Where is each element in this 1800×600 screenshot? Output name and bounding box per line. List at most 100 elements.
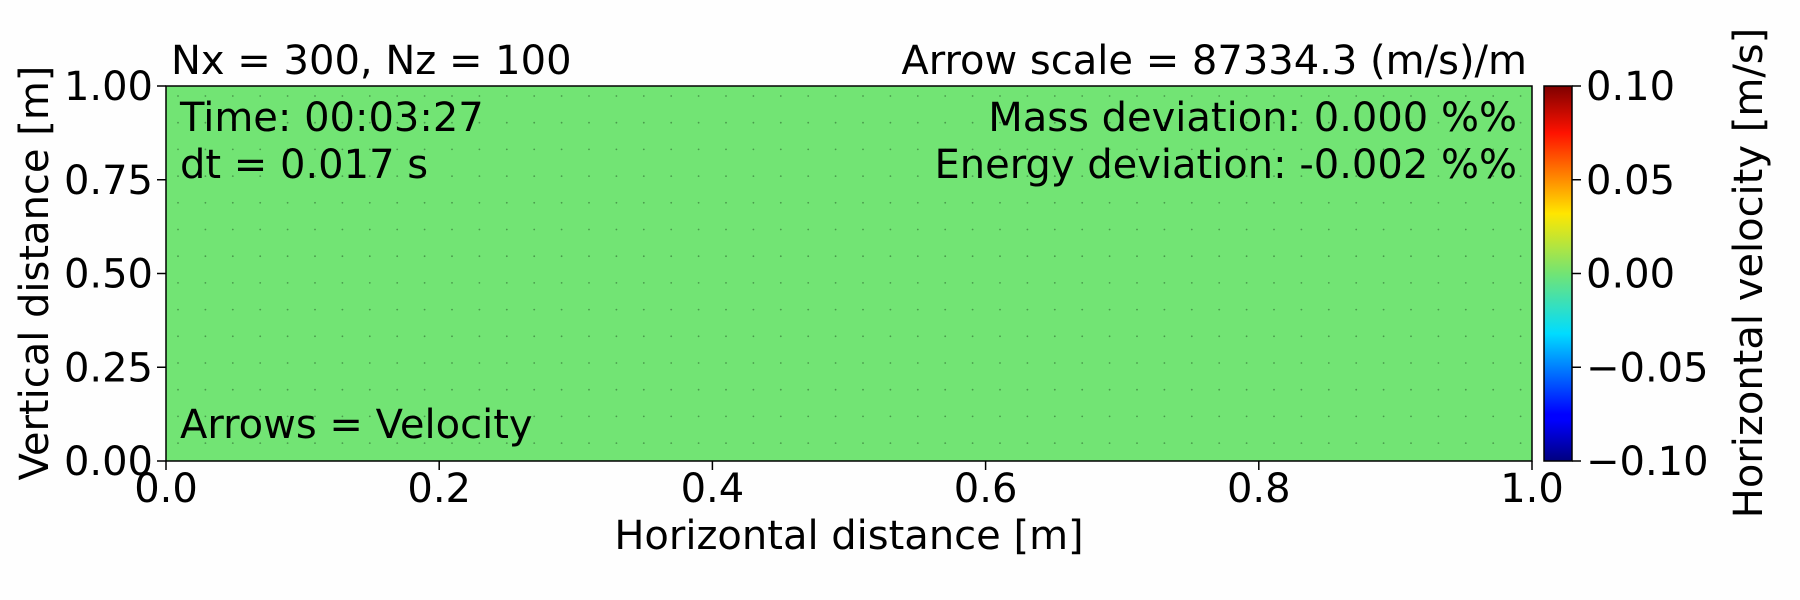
arrow-dot	[1218, 388, 1221, 391]
arrow-dot	[1245, 335, 1248, 338]
arrow-dot	[533, 255, 536, 258]
arrow-dot	[1053, 175, 1056, 178]
arrow-dot	[1245, 95, 1248, 97]
arrow-dot	[1273, 388, 1275, 391]
arrow-dot	[1053, 121, 1056, 124]
x-tick-label: 0.8	[1227, 466, 1291, 512]
arrow-dot	[231, 362, 234, 364]
arrow-dot	[451, 148, 453, 151]
arrow-dot	[1190, 148, 1193, 151]
arrow-dot	[1327, 148, 1330, 151]
arrow-dot	[451, 442, 453, 444]
arrow-dot	[231, 201, 234, 204]
arrow-dot	[615, 255, 618, 258]
arrow-dot	[642, 95, 645, 97]
arrow-dot	[944, 335, 947, 338]
arrow-dot	[1519, 362, 1522, 364]
arrow-dot	[1190, 175, 1193, 178]
arrow-dot	[862, 148, 864, 151]
arrow-dot	[1026, 282, 1029, 284]
arrow-dot	[1355, 175, 1358, 178]
arrow-dot	[944, 415, 947, 418]
arrow-dot	[1410, 388, 1412, 391]
arrow-dot	[834, 121, 837, 124]
y-tick-label: 1.00	[64, 64, 153, 110]
arrow-dot	[286, 415, 289, 418]
arrow-dot	[1355, 201, 1358, 204]
arrow-dot	[505, 415, 508, 418]
arrow-dot	[615, 201, 618, 204]
arrow-dot	[725, 121, 727, 124]
colorbar-label: Horizontal velocity [m/s]	[1726, 28, 1772, 519]
arrow-dot	[1464, 255, 1467, 258]
arrow-dot	[971, 201, 974, 204]
arrow-dot	[478, 415, 481, 418]
arrow-dot	[1519, 388, 1522, 391]
arrow-dot	[451, 201, 453, 204]
arrow-dot	[1108, 175, 1111, 178]
arrow-dot	[1108, 335, 1111, 338]
arrow-dot	[1300, 335, 1303, 338]
arrow-dot	[1327, 175, 1330, 178]
arrow-dot	[1163, 95, 1166, 97]
arrow-dot	[505, 442, 508, 444]
arrow-dot	[1437, 201, 1440, 204]
arrow-dot	[642, 415, 645, 418]
arrow-dot	[423, 442, 426, 444]
arrow-dot	[916, 388, 919, 391]
arrow-dot	[177, 95, 179, 97]
arrow-dot	[1410, 282, 1412, 284]
arrow-dot	[451, 255, 453, 258]
arrow-dot	[423, 175, 426, 178]
arrow-dot	[916, 282, 919, 284]
arrow-dot	[615, 442, 618, 444]
arrow-dot	[368, 362, 371, 364]
arrow-dot	[889, 388, 892, 391]
arrow-dot	[1136, 228, 1138, 231]
arrow-dot	[368, 201, 371, 204]
arrow-dot	[533, 95, 536, 97]
arrow-dot	[999, 282, 1001, 284]
arrow-dot	[314, 282, 316, 284]
arrow-dot	[1492, 121, 1495, 124]
arrow-dot	[1190, 415, 1193, 418]
arrow-dot	[615, 95, 618, 97]
arrow-dot	[286, 388, 289, 391]
arrow-dot	[971, 255, 974, 258]
arrow-dot	[1026, 255, 1029, 258]
arrow-dot	[451, 388, 453, 391]
arrow-dot	[368, 121, 371, 124]
arrow-dot	[1410, 201, 1412, 204]
arrow-dot	[286, 228, 289, 231]
arrow-dot	[423, 95, 426, 97]
arrow-dot	[533, 442, 536, 444]
arrow-dot	[725, 362, 727, 364]
arrow-dot	[1273, 442, 1275, 444]
arrow-dot	[1026, 175, 1029, 178]
arrow-dot	[231, 282, 234, 284]
arrow-dot	[971, 148, 974, 151]
arrow-dot	[1163, 308, 1166, 311]
arrow-dot	[1464, 121, 1467, 124]
arrow-dot	[1519, 175, 1522, 178]
arrow-dot	[505, 335, 508, 338]
arrow-scale-title: Arrow scale = 87334.3 (m/s)/m	[901, 38, 1527, 84]
arrow-dot	[889, 95, 892, 97]
arrow-dot	[588, 282, 590, 284]
arrow-dot	[314, 362, 316, 364]
arrow-dot	[588, 335, 590, 338]
arrow-dot	[916, 335, 919, 338]
arrow-dot	[1108, 415, 1111, 418]
arrow-dot	[834, 308, 837, 311]
arrow-dot	[423, 255, 426, 258]
arrow-dot	[1190, 335, 1193, 338]
arrow-dot	[862, 201, 864, 204]
arrow-dot	[1245, 121, 1248, 124]
arrow-dot	[1273, 175, 1275, 178]
arrow-dot	[1437, 308, 1440, 311]
arrow-dot	[204, 362, 207, 364]
arrow-dot	[478, 308, 481, 311]
arrow-dot	[834, 442, 837, 444]
arrow-dot	[286, 255, 289, 258]
arrow-dot	[1355, 362, 1358, 364]
